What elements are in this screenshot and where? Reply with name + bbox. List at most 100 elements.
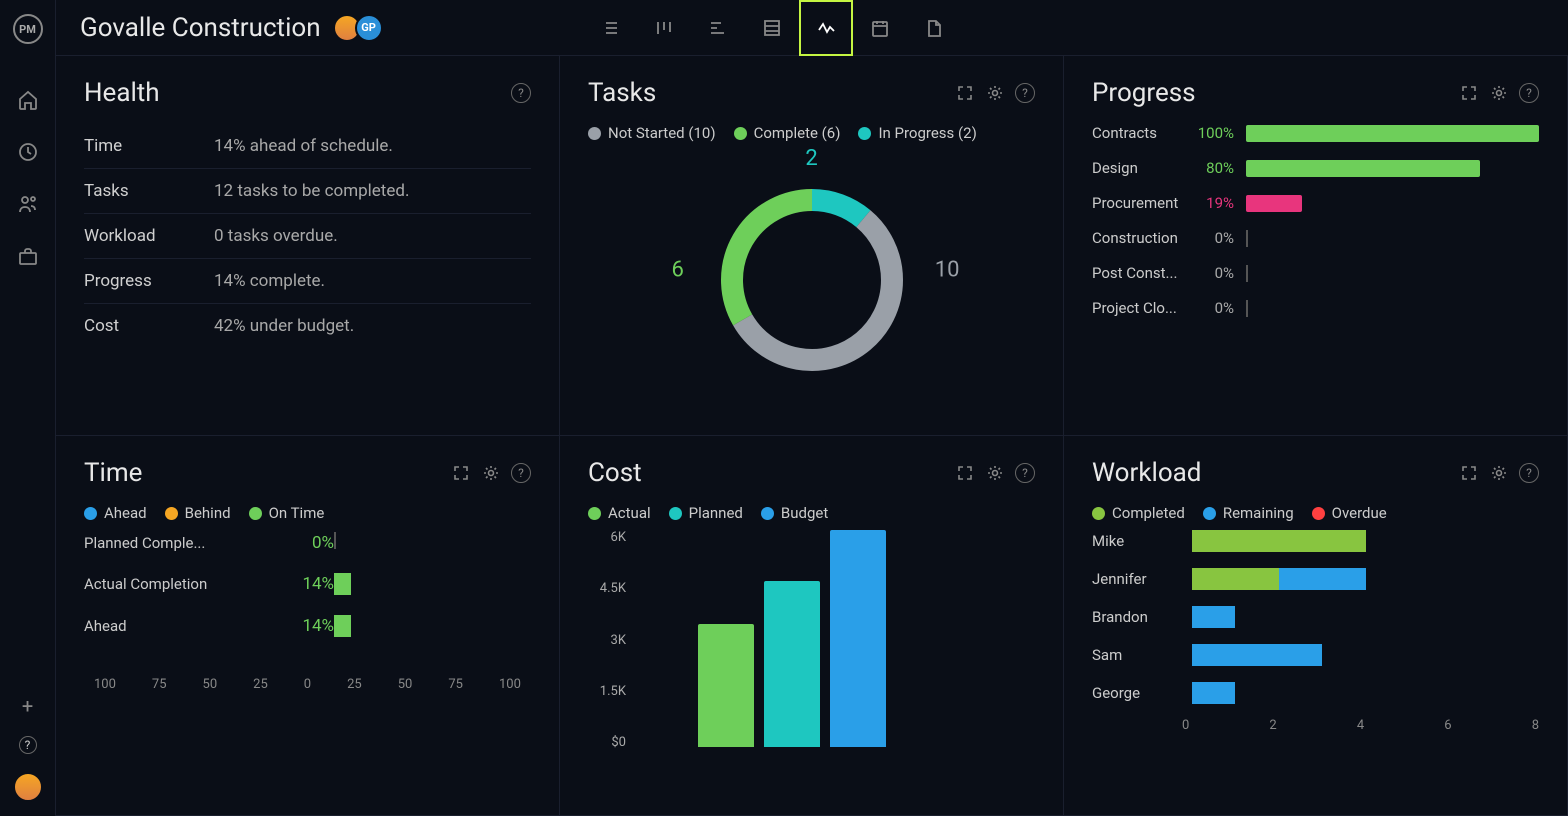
donut-label-right: 10 — [935, 258, 960, 283]
progress-bar — [1246, 265, 1539, 282]
legend-item[interactable]: Budget — [761, 504, 828, 522]
progress-name: Procurement — [1092, 194, 1190, 212]
progress-name: Construction — [1092, 229, 1190, 247]
expand-icon[interactable] — [1459, 83, 1479, 103]
cost-bar-chart: 6K4.5K3K1.5K$0 — [588, 530, 1035, 770]
help-icon[interactable]: ? — [511, 463, 531, 483]
workload-bar — [1192, 568, 1539, 590]
workload-name: Mike — [1092, 532, 1182, 550]
gear-icon[interactable] — [1489, 83, 1509, 103]
health-value: 14% ahead of schedule. — [214, 136, 393, 156]
axis-tick: 3K — [588, 633, 626, 648]
dashboard-view-tab[interactable] — [799, 0, 853, 56]
workload-name: Brandon — [1092, 608, 1182, 626]
cost-bar — [698, 624, 754, 747]
axis-tick: 100 — [499, 677, 521, 692]
time-row: Planned Comple...0% — [84, 532, 531, 553]
time-pct: 14% — [274, 574, 334, 594]
progress-name: Post Const... — [1092, 264, 1190, 282]
progress-name: Project Clo... — [1092, 299, 1190, 317]
workload-row: Brandon — [1092, 606, 1539, 628]
progress-pct: 80% — [1196, 159, 1240, 177]
avatar-badge[interactable]: GP — [355, 14, 383, 42]
help-icon[interactable]: ? — [511, 83, 531, 103]
expand-icon[interactable] — [955, 83, 975, 103]
gantt-view-tab[interactable] — [691, 0, 745, 56]
axis-tick: 4.5K — [588, 581, 626, 596]
board-view-tab[interactable] — [637, 0, 691, 56]
legend-item[interactable]: Remaining — [1203, 504, 1294, 522]
home-icon[interactable] — [16, 88, 40, 112]
legend-item[interactable]: On Time — [249, 504, 325, 522]
progress-pct: 0% — [1196, 299, 1240, 317]
calendar-view-tab[interactable] — [853, 0, 907, 56]
list-view-tab[interactable] — [583, 0, 637, 56]
legend-item[interactable]: Ahead — [84, 504, 147, 522]
gear-icon[interactable] — [1489, 463, 1509, 483]
progress-row: Post Const...0% — [1092, 264, 1539, 282]
time-bar — [334, 532, 364, 553]
user-avatar[interactable] — [13, 772, 43, 802]
view-tabs — [583, 0, 961, 56]
clock-icon[interactable] — [16, 140, 40, 164]
health-row: Progress14% complete. — [84, 259, 531, 304]
file-view-tab[interactable] — [907, 0, 961, 56]
legend-item[interactable]: Complete (6) — [734, 124, 841, 142]
workload-bar — [1192, 606, 1539, 628]
legend-item[interactable]: Completed — [1092, 504, 1185, 522]
avatar-group[interactable]: GP — [339, 14, 383, 42]
workload-row: Jennifer — [1092, 568, 1539, 590]
expand-icon[interactable] — [451, 463, 471, 483]
axis-tick: 75 — [448, 677, 463, 692]
axis-tick: 2 — [1269, 718, 1276, 733]
help-icon[interactable]: ? — [1519, 463, 1539, 483]
time-row: Actual Completion14% — [84, 573, 531, 595]
legend-item[interactable]: Actual — [588, 504, 651, 522]
expand-icon[interactable] — [955, 463, 975, 483]
health-label: Tasks — [84, 181, 214, 201]
legend-item[interactable]: Overdue — [1312, 504, 1387, 522]
help-icon[interactable]: ? — [1015, 83, 1035, 103]
time-bar — [334, 573, 364, 595]
help-icon[interactable]: ? — [1015, 463, 1035, 483]
health-row: Cost42% under budget. — [84, 304, 531, 348]
panel-title: Health — [84, 78, 160, 108]
sheet-view-tab[interactable] — [745, 0, 799, 56]
health-label: Progress — [84, 271, 214, 291]
progress-panel: Progress ? Contracts100%Design80%Procure… — [1064, 56, 1568, 436]
help-icon[interactable]: ? — [1519, 83, 1539, 103]
panel-title: Time — [84, 458, 142, 488]
health-label: Time — [84, 136, 214, 156]
gear-icon[interactable] — [985, 83, 1005, 103]
progress-row: Design 80% — [1092, 159, 1539, 177]
workload-bar — [1192, 644, 1539, 666]
health-value: 42% under budget. — [214, 316, 354, 336]
gear-icon[interactable] — [985, 463, 1005, 483]
legend-item[interactable]: In Progress (2) — [858, 124, 976, 142]
gear-icon[interactable] — [481, 463, 501, 483]
expand-icon[interactable] — [1459, 463, 1479, 483]
sidebar: PM + ? — [0, 0, 56, 816]
logo[interactable]: PM — [13, 14, 43, 44]
help-icon[interactable]: ? — [19, 736, 37, 754]
time-pct: 0% — [274, 533, 334, 553]
time-row: Ahead14% — [84, 615, 531, 637]
legend-item[interactable]: Not Started (10) — [588, 124, 716, 142]
add-icon[interactable]: + — [22, 694, 33, 718]
donut-label-top: 2 — [805, 146, 817, 171]
progress-row: Project Clo... 0% — [1092, 299, 1539, 317]
legend-item[interactable]: Planned — [669, 504, 743, 522]
time-name: Actual Completion — [84, 575, 274, 593]
time-bar — [334, 615, 364, 637]
axis-tick: 6 — [1444, 718, 1451, 733]
people-icon[interactable] — [16, 192, 40, 216]
briefcase-icon[interactable] — [16, 244, 40, 268]
axis-tick: 0 — [304, 677, 311, 692]
progress-name: Design — [1092, 159, 1190, 177]
progress-bar — [1246, 160, 1539, 177]
axis-tick: 4 — [1357, 718, 1364, 733]
time-name: Planned Comple... — [84, 534, 274, 552]
progress-bar — [1246, 125, 1539, 142]
legend-item[interactable]: Behind — [165, 504, 231, 522]
axis-tick: $0 — [588, 735, 626, 750]
